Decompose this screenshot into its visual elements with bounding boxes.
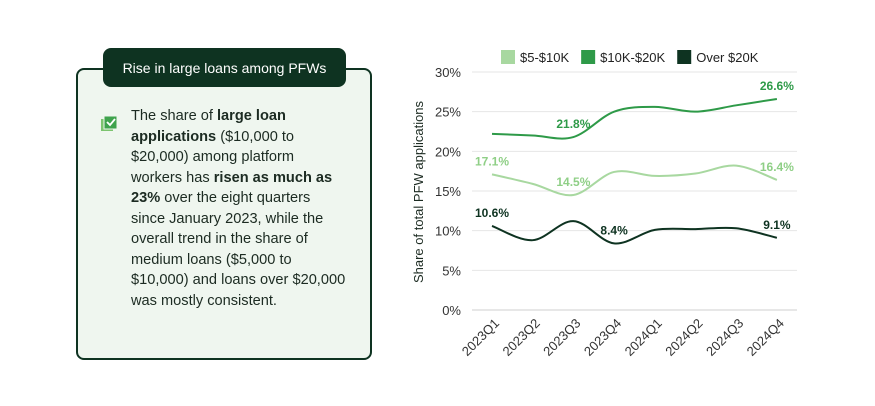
checklist-icon	[101, 116, 117, 131]
x-tick-label: 2024Q4	[744, 316, 787, 359]
callout-card	[76, 68, 372, 360]
x-tick-label: 2023Q4	[581, 316, 624, 359]
y-tick-label: 25%	[435, 105, 461, 120]
data-label: 10.6%	[475, 206, 509, 220]
legend-swatch	[677, 50, 692, 64]
y-tick-label: 5%	[442, 263, 461, 278]
data-label: 26.6%	[760, 79, 794, 93]
series-line	[491, 220, 778, 245]
y-tick-label: 20%	[435, 144, 461, 159]
legend-label: $10K-$20K	[600, 50, 665, 65]
x-tick-label: 2024Q2	[662, 316, 705, 359]
y-axis-label: Share of total PFW applications	[411, 100, 426, 283]
y-tick-label: 10%	[435, 224, 461, 239]
legend-label: Over $20K	[696, 50, 758, 65]
series-line	[491, 164, 778, 197]
x-tick-label: 2024Q3	[703, 316, 746, 359]
data-label: 16.4%	[760, 160, 794, 174]
x-tick-label: 2023Q3	[540, 316, 583, 359]
series-line	[491, 97, 778, 140]
text-part: ($10,000 to $20,000) among platform work…	[131, 128, 295, 186]
data-label: 17.1%	[475, 154, 509, 168]
y-tick-label: 30%	[435, 65, 461, 80]
text-part: The share of	[131, 108, 217, 124]
y-tick-label: 0%	[442, 303, 461, 318]
legend-label: $5-$10K	[520, 50, 569, 65]
x-tick-label: 2023Q1	[459, 316, 502, 359]
data-label: 14.5%	[556, 175, 590, 189]
y-tick-label: 15%	[435, 184, 461, 199]
data-label: 8.4%	[600, 223, 628, 237]
x-tick-label: 2024Q1	[622, 316, 665, 359]
legend-swatch	[581, 50, 596, 64]
text-part: over the eight quarters since January 20…	[131, 190, 346, 309]
x-tick-label: 2023Q2	[500, 316, 543, 359]
callout-text: The share of large loan applications ($1…	[131, 106, 346, 311]
legend-swatch	[501, 50, 515, 64]
callout-title: Rise in large loans among PFWs	[103, 48, 346, 87]
text-emphasis: large loan applications	[131, 108, 286, 145]
data-label: 9.1%	[763, 218, 791, 232]
text-emphasis: risen as much as 23%	[131, 169, 333, 207]
data-label: 21.8%	[556, 117, 590, 131]
